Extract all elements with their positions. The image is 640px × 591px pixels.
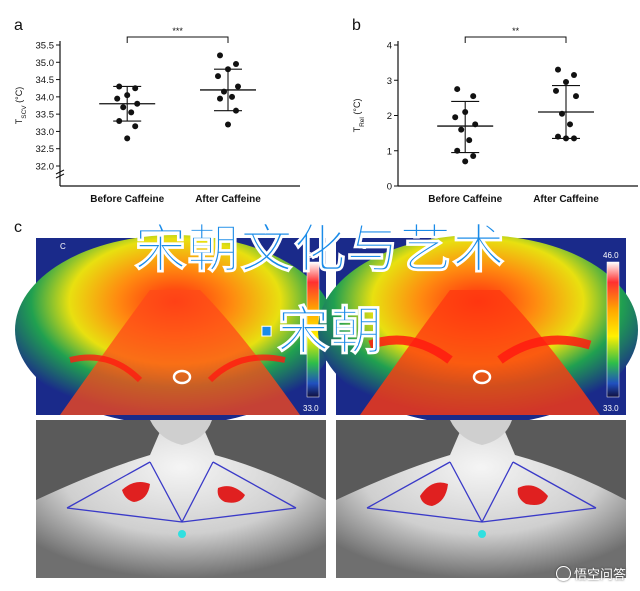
chart-b-ytick-label: 2 — [387, 111, 392, 122]
scale-min-left: 33.0 — [303, 404, 319, 413]
chart-b-significance-bracket — [464, 36, 567, 43]
thermal-image-right: 46.0 33.0 1 — [318, 235, 638, 425]
chart-a-category-label: After Caffeine — [195, 194, 261, 205]
grayscale-image-left — [36, 420, 326, 578]
chart-a-data-point — [217, 52, 223, 59]
panel-label-b: b — [352, 17, 361, 34]
chart-b-category-label: After Caffeine — [533, 194, 599, 205]
chart-a-data-point — [225, 121, 231, 128]
thermal-corner-right: 1 — [362, 242, 367, 251]
grayscale-image-right — [336, 420, 626, 578]
chart-a-data-point — [233, 61, 239, 68]
chart-a-data-point — [229, 93, 235, 100]
chart-b-data-point — [462, 158, 469, 165]
chart-a-data-point — [217, 95, 223, 102]
chart-b-data-point — [452, 114, 459, 121]
chart-b: 0 1 2 3 4 TRel (°C) Before Caffeine After Caffe… — [352, 26, 638, 205]
chart-b-data-point — [458, 126, 465, 133]
chart-a: 32.0 32.5 33.0 33.5 34.0 34.5 35.0 35.5 TSCV (°C… — [14, 26, 300, 205]
chart-b-ytick-label: 1 — [387, 146, 392, 157]
panel-label-a: a — [14, 17, 23, 34]
chart-a-category-label: Before Caffeine — [90, 194, 164, 205]
scale-min-right: 33.0 — [603, 404, 619, 413]
thermal-corner-left: C — [60, 242, 66, 251]
chart-b-data-point — [563, 79, 569, 86]
chart-b-data-point — [571, 71, 577, 78]
thermal-image-left: 46.0 33.0 C — [15, 235, 335, 425]
chart-b-data-point — [470, 153, 477, 160]
chart-a-ytick-label: 35.5 — [36, 41, 55, 52]
chart-a-data-point — [128, 109, 135, 116]
chart-b-data-point — [573, 93, 579, 100]
panel-label-c: c — [14, 219, 22, 236]
chart-a-ytick-label: 34.0 — [36, 92, 55, 103]
watermark-logo-icon — [555, 566, 571, 581]
chart-b-data-point — [555, 66, 561, 73]
scale-max-left: 46.0 — [303, 251, 319, 260]
chart-b-data-point — [553, 87, 559, 94]
overlay-title: 宋朝文化与艺术 — [134, 220, 506, 281]
chart-b-y-axis-title: TRel (°C) — [352, 99, 366, 133]
chart-a-data-point — [132, 123, 139, 130]
chart-a-ytick-label: 32.5 — [36, 144, 55, 155]
chart-a-data-point — [235, 83, 241, 90]
chart-b-data-point — [470, 93, 477, 100]
chart-b-significance-label: ** — [512, 26, 520, 36]
chart-a-ytick-label: 33.5 — [36, 110, 55, 121]
scale-max-right: 46.0 — [603, 251, 619, 260]
chart-a-ytick-label: 33.0 — [36, 127, 55, 138]
chart-a-ytick-label: 34.5 — [36, 75, 55, 86]
chart-a-data-point — [114, 95, 121, 102]
chart-a-data-point — [124, 135, 131, 142]
chart-b-ytick-label: 3 — [387, 76, 392, 87]
chart-b-ytick-label: 0 — [387, 182, 392, 193]
chart-b-data-point — [466, 137, 473, 144]
chart-a-significance-bracket — [126, 36, 229, 43]
chart-a-ytick-label: 32.0 — [36, 162, 55, 173]
chart-a-ytick-label: 35.0 — [36, 58, 55, 69]
chart-a-axis-break — [55, 169, 65, 179]
watermark: 悟空问答 — [555, 564, 626, 583]
chart-a-data-point — [215, 73, 221, 80]
chart-a-data-point — [120, 104, 127, 111]
watermark-text: 悟空问答 — [573, 568, 626, 583]
overlay-subtitle: ·宋朝 — [256, 302, 384, 363]
chart-a-significance-label: *** — [172, 26, 183, 36]
chart-b-data-point — [454, 86, 461, 93]
chart-a-y-axis-title: TSCV (°C) — [14, 87, 28, 124]
chart-b-category-label: Before Caffeine — [428, 194, 502, 205]
chart-b-data-point — [567, 121, 573, 128]
chart-b-ytick-label: 4 — [387, 41, 392, 52]
